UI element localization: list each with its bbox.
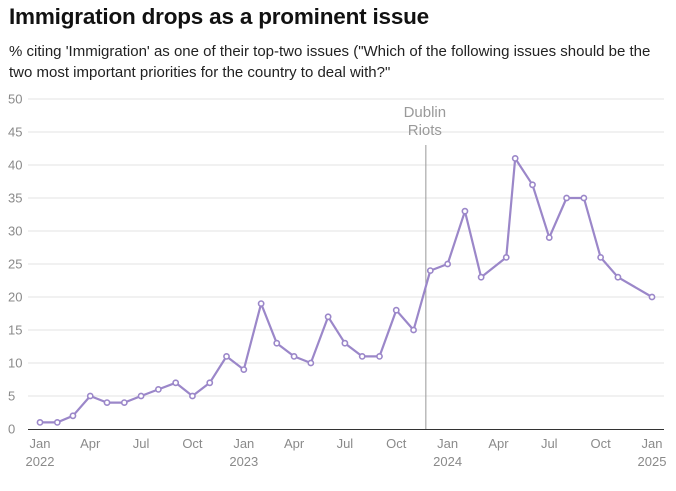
data-point	[597, 253, 605, 261]
y-tick-label: 10	[8, 356, 22, 371]
data-point	[324, 313, 332, 321]
data-point	[120, 399, 128, 406]
data-point	[545, 234, 553, 241]
x-tick-label: Jan	[30, 436, 51, 451]
y-tick-label: 40	[8, 158, 22, 173]
data-point	[240, 366, 248, 373]
x-tick-year-label: 2023	[229, 454, 258, 469]
data-point	[563, 194, 570, 202]
data-point	[206, 379, 214, 387]
data-point	[290, 352, 298, 360]
data-point	[477, 273, 485, 281]
y-tick-label: 45	[8, 125, 22, 140]
data-point	[426, 267, 434, 274]
x-tick-label: Oct	[591, 436, 612, 451]
data-point	[529, 181, 536, 189]
data-point	[410, 326, 417, 334]
data-point	[502, 253, 510, 261]
data-point	[307, 359, 315, 367]
data-point	[137, 392, 145, 400]
chart-subtitle: % citing 'Immigration' as one of their t…	[9, 43, 651, 81]
gridlines	[28, 98, 664, 397]
data-point	[341, 339, 349, 347]
x-tick-label: Jul	[541, 436, 558, 451]
x-tick-label: Jan	[642, 436, 663, 451]
data-point	[444, 260, 452, 268]
x-tick-label: Apr	[488, 436, 509, 451]
x-tick-label: Oct	[182, 436, 203, 451]
y-tick-label: 5	[8, 389, 15, 404]
data-point	[273, 339, 281, 347]
data-point	[154, 385, 162, 393]
data-point	[358, 352, 366, 360]
data-point	[189, 392, 196, 400]
y-tick-label: 35	[8, 191, 22, 206]
series	[36, 154, 656, 426]
y-tick-label: 30	[8, 224, 22, 239]
y-tick-label: 25	[8, 257, 22, 272]
y-tick-label: 15	[8, 323, 22, 338]
data-point	[461, 207, 469, 215]
chart-title: Immigration drops as a prominent issue	[9, 4, 429, 29]
data-point	[69, 412, 77, 420]
data-point	[392, 306, 400, 314]
x-tick-label: Jan	[233, 436, 254, 451]
x-tick-label: Oct	[386, 436, 407, 451]
y-tick-label: 0	[8, 422, 15, 437]
data-point	[580, 194, 588, 202]
data-point	[53, 418, 61, 426]
data-point	[86, 392, 94, 400]
x-tick-label: Apr	[284, 436, 305, 451]
data-point	[257, 300, 265, 307]
x-tick-label: Jul	[133, 436, 150, 451]
data-point	[36, 418, 44, 426]
y-tick-label: 50	[8, 92, 22, 107]
data-point	[172, 379, 180, 387]
y-tick-label: 20	[8, 290, 22, 305]
x-tick-label: Jan	[437, 436, 458, 451]
x-tick-year-label: 2022	[26, 454, 55, 469]
x-tick-year-label: 2024	[433, 454, 462, 469]
data-point	[376, 352, 383, 360]
x-tick-label: Jul	[337, 436, 354, 451]
data-point	[103, 399, 111, 406]
data-point	[648, 293, 656, 301]
x-tick-label: Apr	[80, 436, 101, 451]
annotation-label: Dublin	[404, 104, 447, 121]
data-point	[511, 154, 519, 162]
x-tick-year-label: 2025	[638, 454, 667, 469]
data-point	[223, 352, 230, 360]
annotation-label: Riots	[408, 122, 442, 139]
data-point	[614, 273, 622, 281]
